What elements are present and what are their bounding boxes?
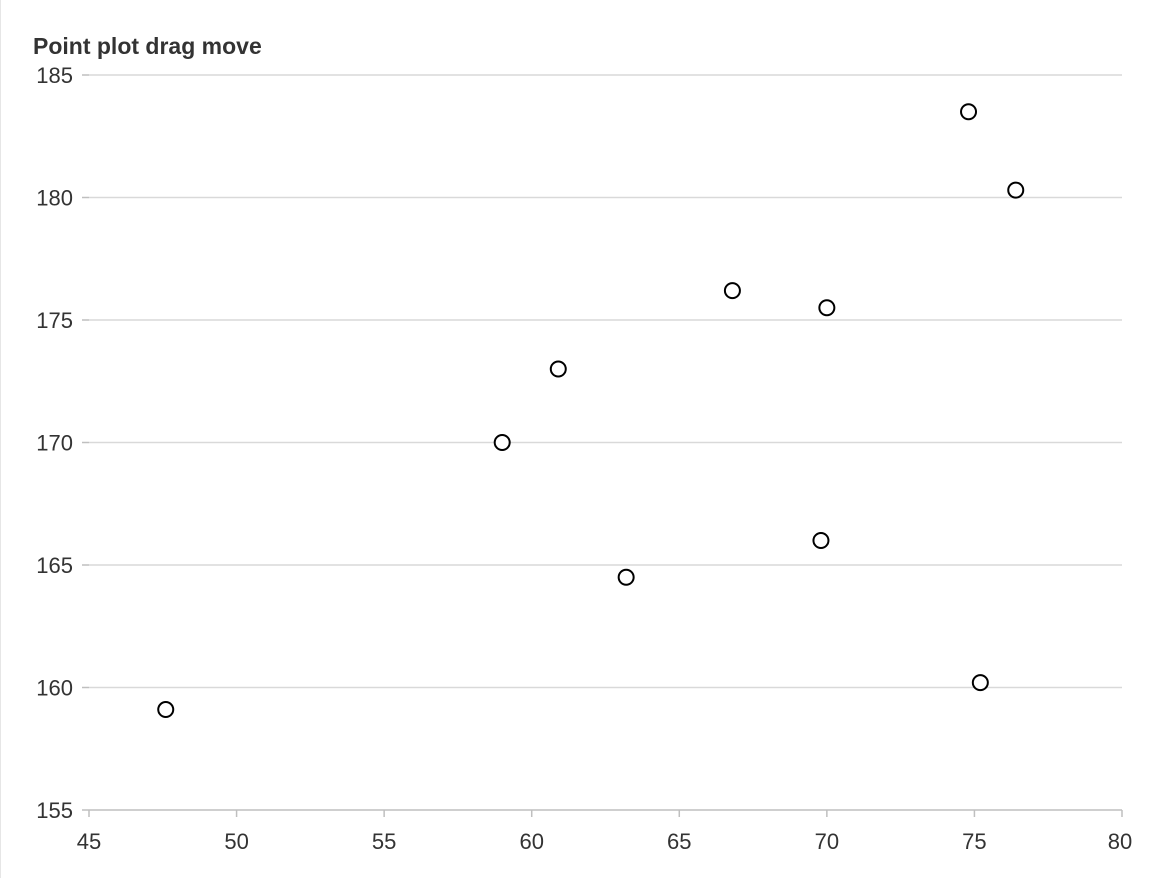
x-tick-label: 70 [815, 829, 839, 854]
y-tick-label: 155 [36, 798, 73, 823]
data-point[interactable] [971, 674, 989, 692]
x-tick-label: 80 [1108, 829, 1132, 854]
x-tick-label: 50 [224, 829, 248, 854]
x-tick-label: 55 [372, 829, 396, 854]
x-axis-tick-labels: 45 50 55 60 65 70 75 80 [77, 829, 1132, 854]
data-points[interactable] [157, 103, 1025, 719]
y-tick-label: 180 [36, 186, 73, 211]
y-tick-label: 160 [36, 676, 73, 701]
data-point[interactable] [960, 103, 978, 121]
data-point[interactable] [812, 532, 830, 549]
x-axis [88, 809, 1123, 817]
y-tick-label: 165 [36, 553, 73, 578]
grid-lines [82, 74, 1122, 811]
x-tick-label: 45 [77, 829, 101, 854]
y-tick-label: 175 [36, 308, 73, 333]
data-point[interactable] [723, 282, 741, 300]
chart-title: Point plot drag move [33, 33, 262, 59]
data-point[interactable] [818, 299, 836, 317]
x-tick-label: 65 [667, 829, 691, 854]
y-axis-tick-labels: 155 160 165 170 175 180 185 [36, 63, 73, 823]
data-point[interactable] [1007, 181, 1025, 199]
data-point[interactable] [157, 701, 175, 719]
x-tick-label: 60 [519, 829, 543, 854]
data-point[interactable] [493, 434, 511, 451]
data-point[interactable] [617, 568, 635, 586]
x-tick-label: 75 [962, 829, 986, 854]
y-tick-label: 185 [36, 63, 73, 88]
y-tick-label: 170 [36, 431, 73, 456]
data-point[interactable] [549, 360, 567, 378]
